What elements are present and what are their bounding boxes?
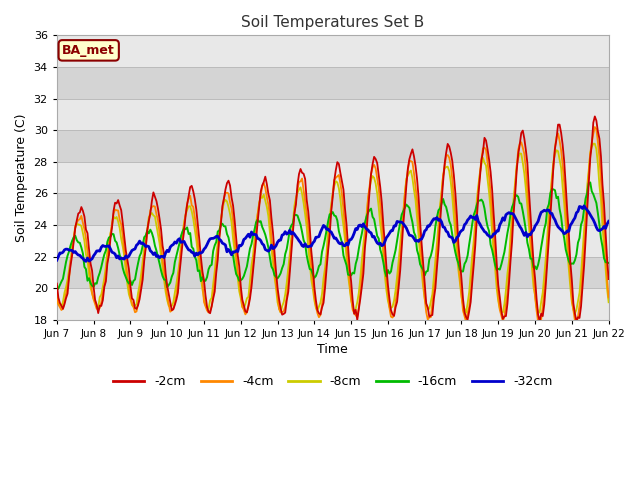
Bar <box>57 67 609 98</box>
Bar <box>57 162 609 193</box>
Bar <box>57 256 609 288</box>
Title: Soil Temperatures Set B: Soil Temperatures Set B <box>241 15 424 30</box>
Bar <box>57 36 609 67</box>
Bar <box>57 225 609 256</box>
X-axis label: Time: Time <box>317 343 348 356</box>
Y-axis label: Soil Temperature (C): Soil Temperature (C) <box>15 113 28 242</box>
Bar <box>57 98 609 130</box>
Legend: -2cm, -4cm, -8cm, -16cm, -32cm: -2cm, -4cm, -8cm, -16cm, -32cm <box>108 370 557 393</box>
Bar <box>57 193 609 225</box>
Bar <box>57 130 609 162</box>
Text: BA_met: BA_met <box>62 44 115 57</box>
Bar <box>57 288 609 320</box>
